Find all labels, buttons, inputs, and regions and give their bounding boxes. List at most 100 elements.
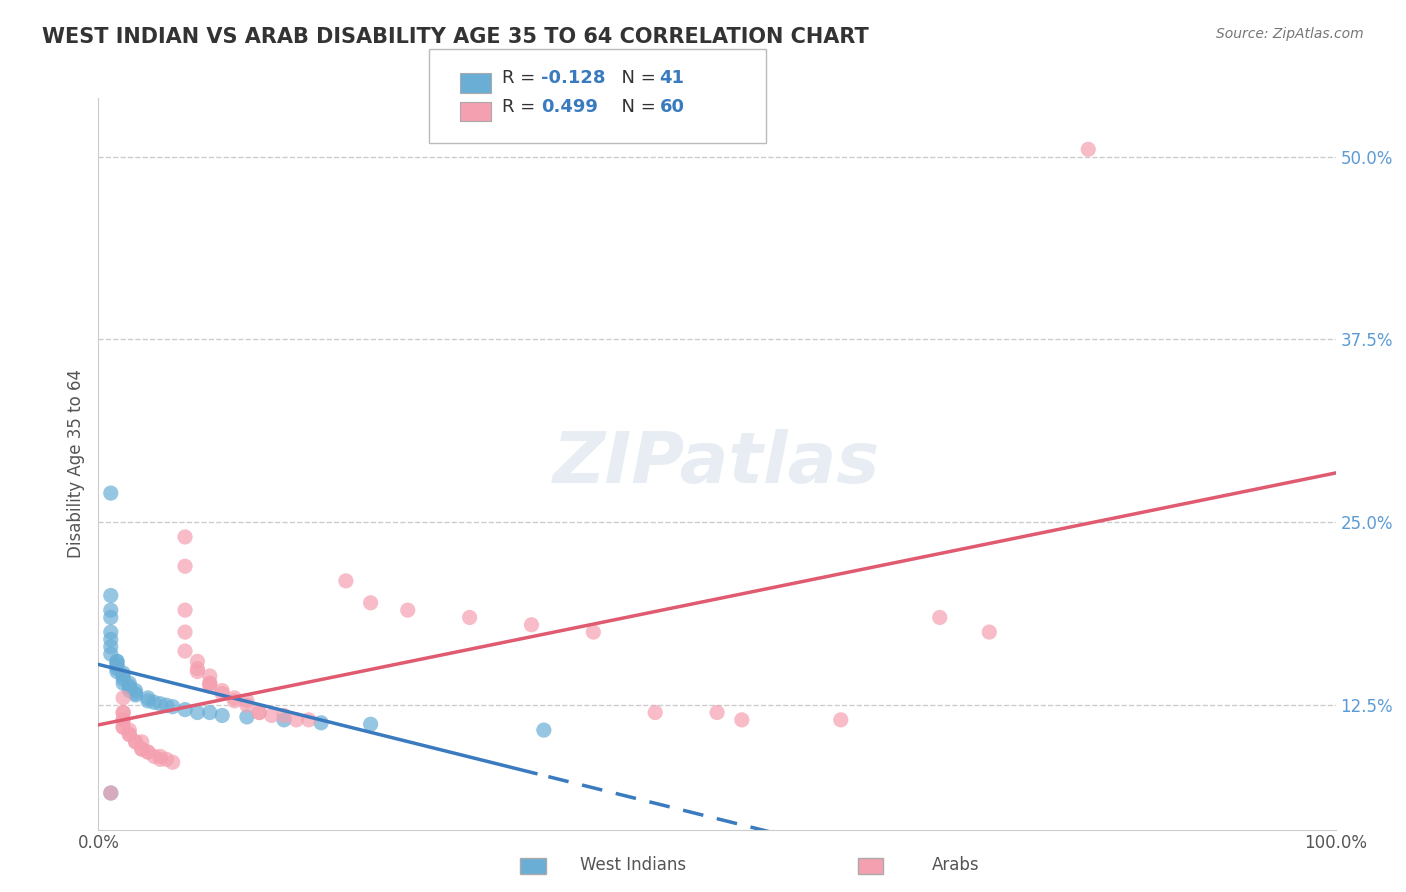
Point <box>198 669 221 683</box>
Point <box>100 603 122 617</box>
Point <box>124 686 146 700</box>
Point <box>118 676 141 690</box>
Point <box>224 694 246 708</box>
Point <box>285 713 308 727</box>
Point <box>100 625 122 640</box>
Point <box>273 713 295 727</box>
Point <box>105 657 128 672</box>
Text: ZIPatlas: ZIPatlas <box>554 429 880 499</box>
Point <box>174 530 197 544</box>
Point <box>360 596 382 610</box>
Point <box>118 727 141 741</box>
Point <box>136 690 159 705</box>
Point <box>112 720 135 734</box>
Point <box>309 715 332 730</box>
Point <box>100 640 122 654</box>
Point <box>100 589 122 603</box>
Point <box>131 735 153 749</box>
Point <box>396 603 419 617</box>
Text: R =: R = <box>502 98 541 116</box>
Text: West Indians: West Indians <box>579 856 686 874</box>
Point <box>520 617 543 632</box>
Text: -0.128: -0.128 <box>541 70 606 87</box>
Point <box>112 713 135 727</box>
Point <box>100 486 122 500</box>
Point <box>198 679 221 693</box>
Point <box>100 786 122 800</box>
Point <box>186 662 208 676</box>
Text: 41: 41 <box>659 70 685 87</box>
Point <box>118 681 141 695</box>
Text: Source: ZipAtlas.com: Source: ZipAtlas.com <box>1216 27 1364 41</box>
Point <box>105 654 128 668</box>
Point <box>260 708 283 723</box>
Point <box>112 676 135 690</box>
Point <box>1077 142 1099 156</box>
Point <box>112 669 135 683</box>
Point <box>112 706 135 720</box>
Point <box>186 665 208 679</box>
Text: Arabs: Arabs <box>932 856 980 874</box>
Point <box>136 694 159 708</box>
Text: 60: 60 <box>659 98 685 116</box>
Point <box>155 752 177 766</box>
Point <box>979 625 1001 640</box>
Point <box>162 699 184 714</box>
Point <box>247 706 270 720</box>
Point <box>731 713 754 727</box>
Point <box>105 665 128 679</box>
Point <box>360 717 382 731</box>
Point <box>155 698 177 713</box>
Point <box>143 695 166 709</box>
Point <box>186 706 208 720</box>
Point <box>124 688 146 702</box>
Point <box>118 679 141 693</box>
Point <box>186 654 208 668</box>
Point <box>100 647 122 661</box>
Point <box>100 786 122 800</box>
Point <box>118 683 141 698</box>
Point <box>118 727 141 741</box>
Point <box>174 559 197 574</box>
Point <box>198 676 221 690</box>
Point <box>112 666 135 681</box>
Point <box>644 706 666 720</box>
Point <box>124 735 146 749</box>
Text: 0.499: 0.499 <box>541 98 598 116</box>
Point <box>174 644 197 658</box>
Point <box>105 658 128 673</box>
Point <box>124 683 146 698</box>
Point <box>706 706 728 720</box>
Point <box>174 625 197 640</box>
Point <box>131 742 153 756</box>
Point <box>100 632 122 647</box>
Point <box>112 690 135 705</box>
Text: R =: R = <box>502 70 541 87</box>
Point <box>273 708 295 723</box>
Point <box>105 654 128 668</box>
Point <box>458 610 481 624</box>
Point <box>298 713 321 727</box>
Point <box>211 708 233 723</box>
Point <box>533 723 555 737</box>
Point <box>143 749 166 764</box>
Text: N =: N = <box>610 70 662 87</box>
Y-axis label: Disability Age 35 to 64: Disability Age 35 to 64 <box>66 369 84 558</box>
Point <box>211 683 233 698</box>
Point <box>149 749 172 764</box>
Point <box>198 706 221 720</box>
Point <box>112 706 135 720</box>
Point <box>112 713 135 727</box>
Point <box>236 698 259 713</box>
Point <box>211 686 233 700</box>
Point <box>335 574 357 588</box>
Point <box>118 723 141 737</box>
Point <box>131 742 153 756</box>
Point <box>928 610 950 624</box>
Point <box>136 745 159 759</box>
Point <box>124 735 146 749</box>
Point <box>582 625 605 640</box>
Point <box>174 703 197 717</box>
Point <box>247 706 270 720</box>
Point <box>174 603 197 617</box>
